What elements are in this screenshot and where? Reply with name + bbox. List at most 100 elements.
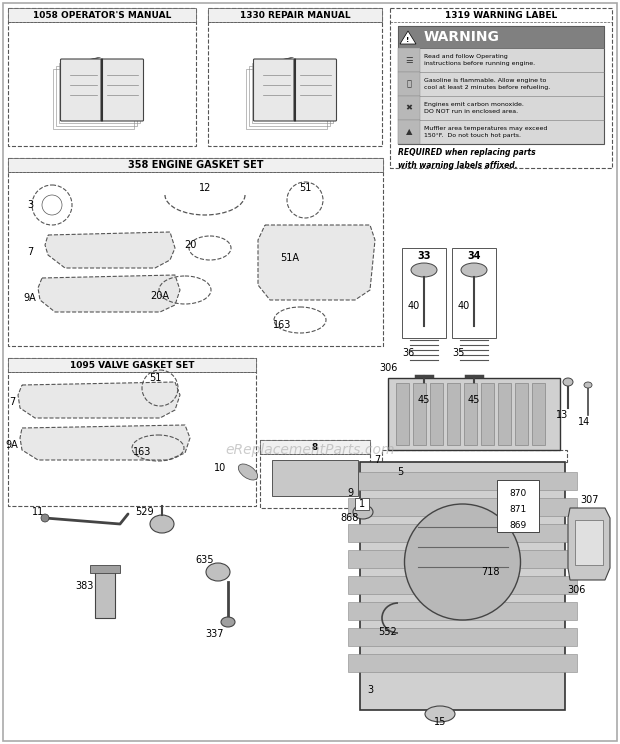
FancyBboxPatch shape bbox=[61, 59, 103, 121]
Bar bbox=[348, 524, 577, 542]
Text: 1319 WARNING LABEL: 1319 WARNING LABEL bbox=[445, 10, 557, 19]
Text: 10: 10 bbox=[214, 463, 226, 473]
Circle shape bbox=[41, 514, 49, 522]
Text: 9: 9 bbox=[347, 488, 353, 498]
Text: 163: 163 bbox=[133, 447, 151, 457]
Text: 8: 8 bbox=[312, 443, 318, 452]
Text: 12: 12 bbox=[199, 183, 211, 193]
Text: ✖: ✖ bbox=[405, 103, 412, 112]
Text: 14: 14 bbox=[578, 417, 590, 427]
Text: 40: 40 bbox=[458, 301, 470, 311]
Ellipse shape bbox=[150, 515, 174, 533]
Bar bbox=[515, 383, 528, 445]
Bar bbox=[398, 48, 420, 72]
Text: eReplacementParts.com: eReplacementParts.com bbox=[225, 443, 395, 457]
Bar bbox=[497, 480, 539, 532]
Text: Engines emit carbon monoxide.
DO NOT run in enclosed area.: Engines emit carbon monoxide. DO NOT run… bbox=[424, 103, 524, 114]
Bar bbox=[398, 120, 420, 144]
Text: 1058 OPERATOR'S MANUAL: 1058 OPERATOR'S MANUAL bbox=[33, 10, 171, 19]
Text: Read and follow Operating
instructions before running engine.: Read and follow Operating instructions b… bbox=[424, 54, 535, 65]
Polygon shape bbox=[400, 31, 416, 44]
Bar bbox=[53, 69, 133, 129]
Text: 3: 3 bbox=[367, 685, 373, 695]
Text: 868: 868 bbox=[341, 513, 359, 523]
Bar bbox=[360, 462, 565, 710]
Polygon shape bbox=[38, 275, 180, 312]
Text: ☰: ☰ bbox=[405, 56, 413, 65]
Text: 1330 REPAIR MANUAL: 1330 REPAIR MANUAL bbox=[240, 10, 350, 19]
Bar bbox=[390, 8, 612, 168]
Circle shape bbox=[404, 504, 521, 620]
Bar bbox=[348, 550, 577, 568]
Bar bbox=[208, 8, 382, 146]
Bar bbox=[260, 440, 370, 454]
Bar bbox=[348, 654, 577, 672]
Text: 35: 35 bbox=[452, 348, 464, 358]
Text: WARNING: WARNING bbox=[424, 30, 500, 44]
Text: 163: 163 bbox=[273, 320, 291, 330]
FancyBboxPatch shape bbox=[254, 59, 296, 121]
Text: ▲: ▲ bbox=[405, 127, 412, 136]
Bar bbox=[398, 26, 604, 48]
Bar bbox=[348, 602, 577, 620]
Text: 337: 337 bbox=[206, 629, 224, 639]
Ellipse shape bbox=[238, 464, 258, 480]
Text: !: ! bbox=[406, 37, 410, 43]
Bar bbox=[246, 69, 327, 129]
Polygon shape bbox=[45, 232, 175, 268]
Bar bbox=[532, 383, 545, 445]
Text: 529: 529 bbox=[136, 507, 154, 517]
Bar bbox=[398, 72, 420, 96]
Bar bbox=[388, 378, 560, 450]
Text: 870: 870 bbox=[510, 489, 526, 498]
FancyBboxPatch shape bbox=[101, 59, 143, 121]
Text: 5: 5 bbox=[397, 467, 403, 477]
Bar bbox=[348, 498, 577, 516]
Text: 20: 20 bbox=[184, 240, 196, 250]
Polygon shape bbox=[258, 225, 375, 300]
FancyBboxPatch shape bbox=[294, 59, 337, 121]
Text: REQUIRED when replacing parts
with warning labels affixed.: REQUIRED when replacing parts with warni… bbox=[398, 148, 536, 170]
Text: 51: 51 bbox=[299, 183, 311, 193]
Bar bbox=[382, 450, 567, 462]
Text: 1: 1 bbox=[359, 499, 365, 509]
Bar bbox=[396, 383, 409, 445]
Text: 15: 15 bbox=[434, 717, 446, 727]
Text: 🔥: 🔥 bbox=[407, 80, 412, 89]
Text: 358 ENGINE GASKET SET: 358 ENGINE GASKET SET bbox=[128, 160, 264, 170]
Bar bbox=[8, 8, 196, 22]
Bar bbox=[348, 628, 577, 646]
Bar bbox=[58, 63, 140, 123]
Polygon shape bbox=[18, 382, 180, 418]
Text: 11: 11 bbox=[32, 507, 44, 517]
Bar bbox=[56, 66, 136, 126]
Bar bbox=[90, 565, 120, 573]
Text: 20A: 20A bbox=[151, 291, 169, 301]
Bar bbox=[481, 383, 494, 445]
Bar bbox=[355, 498, 369, 510]
Bar bbox=[348, 472, 577, 490]
Bar bbox=[8, 358, 256, 372]
Bar bbox=[430, 383, 443, 445]
Text: 383: 383 bbox=[76, 581, 94, 591]
Text: 3: 3 bbox=[27, 200, 33, 210]
Bar bbox=[8, 158, 383, 172]
Text: Gasoline is flammable. Allow engine to
cool at least 2 minutes before refueling.: Gasoline is flammable. Allow engine to c… bbox=[424, 78, 551, 89]
Bar bbox=[249, 66, 329, 126]
Bar bbox=[413, 383, 426, 445]
Ellipse shape bbox=[425, 706, 455, 722]
Text: 33: 33 bbox=[417, 251, 431, 261]
Bar bbox=[252, 63, 332, 123]
Text: 718: 718 bbox=[480, 567, 499, 577]
Text: 13: 13 bbox=[556, 410, 568, 420]
Bar bbox=[575, 520, 603, 565]
Polygon shape bbox=[20, 425, 190, 460]
Ellipse shape bbox=[221, 617, 235, 627]
Text: 306: 306 bbox=[567, 585, 585, 595]
Bar bbox=[8, 8, 196, 146]
Bar bbox=[464, 383, 477, 445]
Bar bbox=[498, 383, 511, 445]
Text: Muffler area temperatures may exceed
150°F.  Do not touch hot parts.: Muffler area temperatures may exceed 150… bbox=[424, 126, 547, 138]
Bar bbox=[8, 158, 383, 346]
Bar bbox=[272, 460, 358, 496]
